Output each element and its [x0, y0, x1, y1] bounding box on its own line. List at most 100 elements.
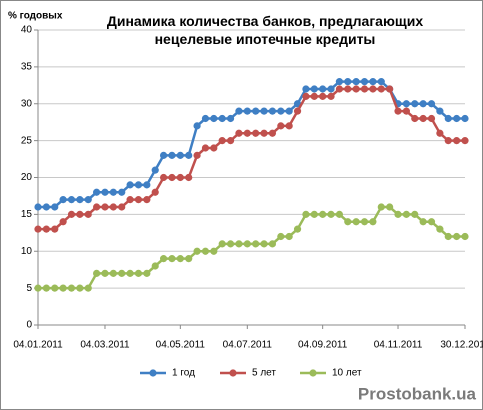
point — [260, 107, 268, 115]
point — [235, 129, 243, 137]
point — [151, 262, 159, 270]
series-line — [38, 80, 465, 209]
point — [268, 240, 277, 248]
point — [151, 188, 159, 196]
point — [252, 240, 260, 248]
point — [67, 284, 76, 292]
point — [226, 240, 235, 248]
point — [42, 203, 50, 211]
y-tick-label: 40 — [21, 25, 33, 36]
point — [277, 232, 285, 241]
point — [352, 78, 360, 86]
point — [277, 107, 285, 115]
point — [369, 78, 377, 86]
point — [51, 284, 59, 292]
legend-marker — [309, 369, 317, 377]
point — [126, 181, 134, 189]
legend-label: 5 лет — [252, 368, 276, 379]
point — [84, 284, 92, 292]
point — [109, 188, 117, 196]
x-tick-label: 04.11.2011 — [374, 340, 423, 351]
point — [201, 247, 210, 255]
legend-marker — [229, 369, 237, 377]
point — [444, 114, 452, 123]
point — [444, 232, 452, 241]
point — [302, 85, 310, 93]
x-tick-label: 04.03.2011 — [80, 340, 130, 351]
point — [394, 210, 402, 218]
x-tick-label: 04.01.2011 — [13, 340, 63, 351]
y-tick-label: 35 — [21, 62, 33, 73]
chart-title: Динамика количества банков, предлагающих… — [106, 13, 424, 47]
point — [67, 210, 76, 218]
point — [461, 137, 469, 145]
point — [352, 218, 360, 226]
point — [461, 232, 469, 241]
point — [93, 269, 101, 277]
point — [319, 85, 327, 93]
point — [143, 181, 151, 189]
point — [260, 129, 268, 137]
point — [84, 210, 92, 218]
point — [59, 196, 67, 204]
point — [218, 137, 226, 145]
point — [51, 225, 59, 233]
point — [210, 114, 218, 123]
point — [427, 100, 436, 108]
point — [360, 85, 369, 93]
point — [344, 78, 352, 86]
point — [302, 210, 310, 218]
point — [126, 269, 134, 277]
point — [419, 100, 427, 108]
point — [260, 240, 268, 248]
watermark: Prostobank.ua — [358, 384, 477, 403]
point — [377, 203, 385, 211]
point — [453, 232, 461, 241]
point — [310, 210, 318, 218]
point — [34, 225, 42, 233]
point — [159, 173, 168, 182]
point — [201, 114, 210, 123]
y-axis-label: % годовых — [8, 11, 63, 22]
point — [218, 114, 226, 123]
point — [93, 188, 101, 196]
point — [386, 203, 394, 211]
point — [427, 114, 436, 123]
point — [402, 107, 410, 115]
series-line — [38, 205, 465, 290]
point — [76, 284, 84, 292]
point — [411, 114, 419, 123]
point — [101, 203, 109, 211]
point — [101, 269, 109, 277]
point — [118, 269, 126, 277]
point — [118, 203, 126, 211]
point — [42, 225, 50, 233]
point — [76, 210, 84, 218]
point — [93, 203, 101, 211]
point — [76, 196, 84, 204]
point — [369, 218, 377, 226]
point — [319, 210, 327, 218]
point — [335, 85, 344, 93]
point — [344, 218, 352, 226]
point — [293, 107, 302, 115]
y-tick-label: 30 — [21, 98, 33, 109]
point — [134, 269, 143, 277]
point — [134, 196, 143, 204]
point — [394, 107, 402, 115]
point — [335, 210, 344, 218]
point — [453, 114, 461, 123]
point — [101, 188, 109, 196]
point — [168, 151, 176, 159]
x-tick-label: 30.12.2011 — [440, 340, 483, 351]
point — [436, 129, 444, 137]
point — [67, 196, 76, 204]
point — [193, 151, 201, 159]
point — [126, 196, 134, 204]
y-tick-label: 10 — [21, 246, 33, 257]
point — [176, 151, 184, 159]
point — [419, 114, 427, 123]
point — [344, 85, 352, 93]
